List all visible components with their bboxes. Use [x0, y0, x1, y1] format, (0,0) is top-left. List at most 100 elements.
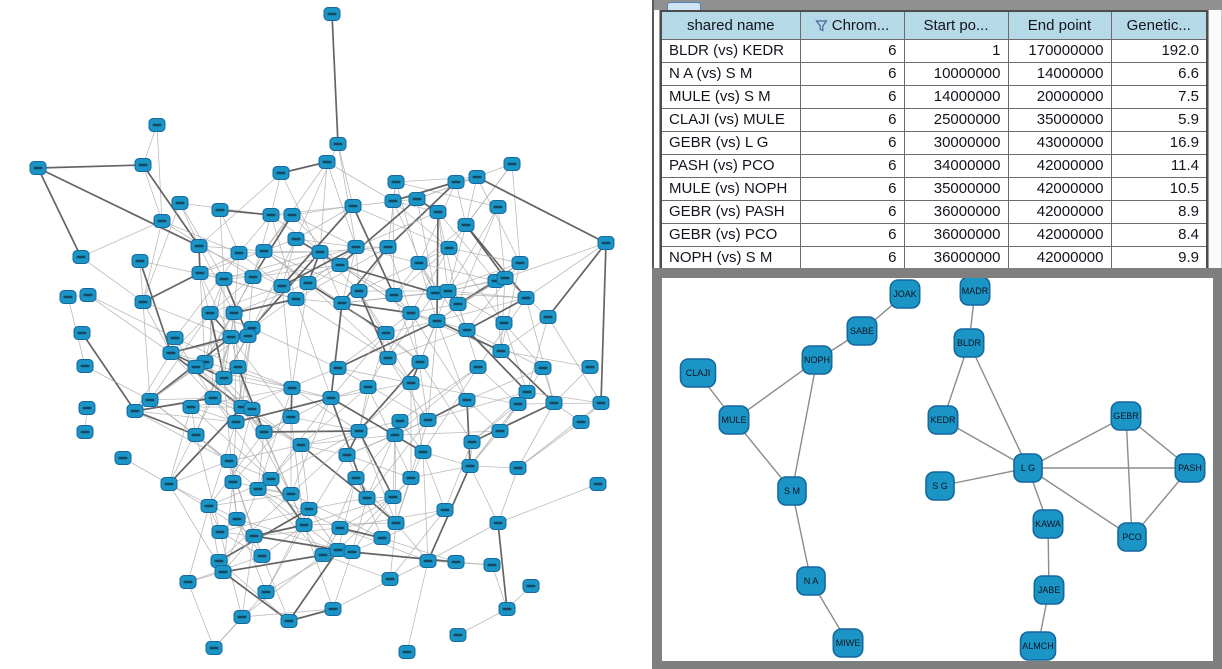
network-node[interactable] — [379, 351, 397, 365]
network-node[interactable]: MADR — [959, 278, 991, 306]
network-node[interactable] — [402, 376, 420, 390]
table-cell[interactable]: 36000000 — [903, 199, 1009, 224]
network-node[interactable] — [280, 614, 298, 628]
table-cell[interactable]: MULE (vs) S M — [660, 84, 801, 109]
network-node[interactable] — [440, 241, 458, 255]
network-node[interactable]: JOAK — [889, 279, 921, 309]
network-node[interactable]: PCO — [1117, 522, 1147, 552]
table-cell[interactable]: PASH (vs) PCO — [660, 153, 801, 178]
network-node[interactable]: ALMCH — [1019, 631, 1057, 661]
network-node[interactable] — [214, 565, 232, 579]
table-cell[interactable]: N A (vs) S M — [660, 61, 801, 86]
network-node[interactable] — [509, 397, 527, 411]
table-cell[interactable]: 6 — [799, 130, 905, 155]
table-row[interactable]: CLAJI (vs) MULE 6 25000000 35000000 5.9 — [660, 107, 1208, 132]
network-node[interactable]: MULE — [718, 405, 750, 435]
table-cell[interactable]: 34000000 — [903, 153, 1009, 178]
network-node[interactable] — [314, 548, 332, 562]
network-node[interactable] — [517, 291, 535, 305]
network-node[interactable]: KEDR — [927, 405, 959, 435]
network-node[interactable] — [408, 192, 426, 206]
network-node[interactable] — [398, 645, 416, 659]
network-node[interactable] — [78, 401, 96, 415]
main-network-canvas[interactable] — [0, 0, 652, 669]
network-node[interactable] — [447, 555, 465, 569]
network-node[interactable] — [220, 454, 238, 468]
network-node[interactable] — [411, 355, 429, 369]
table-cell[interactable]: 8.9 — [1110, 199, 1208, 224]
network-node[interactable] — [324, 602, 342, 616]
network-node[interactable] — [384, 194, 402, 208]
network-node[interactable] — [597, 236, 615, 250]
network-node[interactable] — [329, 137, 347, 151]
network-node[interactable] — [187, 428, 205, 442]
network-node[interactable] — [131, 254, 149, 268]
network-node[interactable] — [182, 400, 200, 414]
network-node[interactable] — [358, 491, 376, 505]
network-node[interactable] — [350, 424, 368, 438]
network-node[interactable] — [283, 381, 301, 395]
network-node[interactable] — [373, 531, 391, 545]
network-node[interactable] — [229, 360, 247, 374]
network-node[interactable]: CLAJI — [679, 358, 717, 388]
table-cell[interactable]: 6 — [799, 222, 905, 247]
column-header[interactable]: Chrom... — [799, 10, 905, 40]
network-node[interactable] — [244, 270, 262, 284]
network-node[interactable] — [322, 391, 340, 405]
network-node[interactable] — [253, 549, 271, 563]
table-row[interactable]: BLDR (vs) KEDR 6 1 170000000 192.0 — [660, 38, 1208, 63]
network-node[interactable] — [589, 477, 607, 491]
network-node[interactable] — [73, 326, 91, 340]
network-node[interactable] — [489, 200, 507, 214]
table-cell[interactable]: 30000000 — [903, 130, 1009, 155]
network-node[interactable] — [489, 516, 507, 530]
panel-divider[interactable] — [652, 10, 660, 268]
table-cell[interactable]: 8.4 — [1110, 222, 1208, 247]
network-node[interactable] — [262, 472, 280, 486]
network-node[interactable] — [503, 157, 521, 171]
network-node[interactable]: L G — [1013, 453, 1043, 483]
table-row[interactable]: MULE (vs) S M 6 14000000 20000000 7.5 — [660, 84, 1208, 109]
table-cell[interactable]: MULE (vs) NOPH — [660, 176, 801, 201]
table-cell[interactable]: 42000000 — [1007, 222, 1112, 247]
network-node[interactable] — [419, 413, 437, 427]
table-cell[interactable]: 6 — [799, 38, 905, 63]
table-cell[interactable]: 35000000 — [903, 176, 1009, 201]
network-node[interactable] — [76, 425, 94, 439]
network-node[interactable] — [592, 396, 610, 410]
network-node[interactable] — [29, 161, 47, 175]
network-node[interactable] — [483, 558, 501, 572]
table-row[interactable]: PASH (vs) PCO 6 34000000 42000000 11.4 — [660, 153, 1208, 178]
network-node[interactable] — [534, 361, 552, 375]
network-node[interactable] — [222, 330, 240, 344]
network-node[interactable] — [239, 329, 257, 343]
network-node[interactable] — [273, 279, 291, 293]
table-cell[interactable]: 16.9 — [1110, 130, 1208, 155]
network-node[interactable]: GEBR — [1110, 401, 1142, 431]
network-node[interactable] — [134, 158, 152, 172]
network-node[interactable] — [166, 331, 184, 345]
network-node[interactable] — [518, 385, 536, 399]
network-node[interactable] — [379, 240, 397, 254]
table-cell[interactable]: 170000000 — [1007, 38, 1112, 63]
network-node[interactable] — [179, 575, 197, 589]
table-cell[interactable]: 1 — [903, 38, 1009, 63]
column-header[interactable]: Genetic... — [1110, 10, 1208, 40]
network-node[interactable] — [211, 525, 229, 539]
network-node[interactable] — [344, 199, 362, 213]
network-node[interactable] — [463, 435, 481, 449]
network-node[interactable] — [299, 276, 317, 290]
network-node[interactable] — [292, 438, 310, 452]
network-node[interactable] — [205, 641, 223, 655]
table-cell[interactable]: 36000000 — [903, 222, 1009, 247]
network-node[interactable] — [141, 393, 159, 407]
column-header[interactable]: Start po... — [903, 10, 1009, 40]
network-node[interactable]: SABE — [846, 316, 878, 346]
network-node[interactable] — [79, 288, 97, 302]
network-node[interactable] — [225, 306, 243, 320]
network-node[interactable] — [492, 344, 510, 358]
table-cell[interactable]: 7.5 — [1110, 84, 1208, 109]
network-node[interactable] — [323, 7, 341, 21]
network-node[interactable]: S M — [777, 476, 807, 506]
network-node[interactable] — [449, 628, 467, 642]
